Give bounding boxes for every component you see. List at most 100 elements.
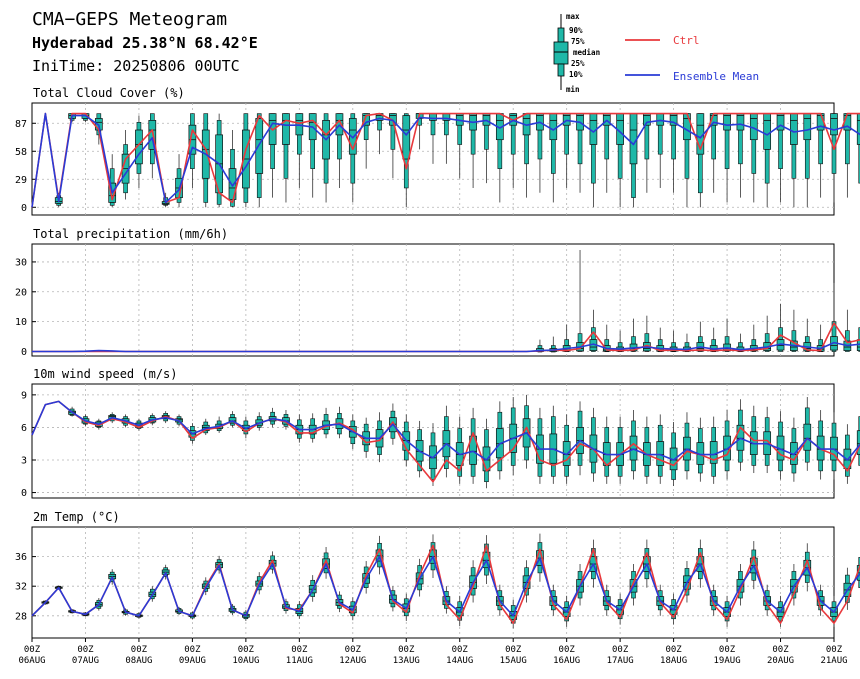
box-tail-lower <box>256 173 262 198</box>
box-tail-lower <box>591 571 596 580</box>
box-tail-upper <box>510 407 516 425</box>
box-tail-upper <box>564 424 569 442</box>
box-tail-lower <box>123 182 128 194</box>
mean-legend-label: Ensemble Mean <box>673 70 759 83</box>
box-tail-lower <box>243 187 249 203</box>
box-tail-lower <box>804 574 810 583</box>
box-iqr <box>402 115 411 160</box>
y-tick-label: 32 <box>15 582 27 593</box>
box-iqr <box>656 441 665 466</box>
box-tail-lower <box>818 459 823 472</box>
box-tail-upper <box>550 345 556 349</box>
x-tick-date: 12AUG <box>339 656 366 666</box>
box-tail-lower <box>858 350 860 352</box>
box-iqr <box>736 113 745 131</box>
box-tail-upper <box>858 327 860 340</box>
box-tail-lower <box>310 433 316 439</box>
box-tail-lower <box>484 124 489 150</box>
box-tail-lower <box>804 139 810 179</box>
x-tick-date: 07AUG <box>72 656 99 666</box>
x-tick-hour: 00Z <box>184 645 201 655</box>
box-tail-upper <box>778 601 783 608</box>
box-tail-lower <box>577 453 583 466</box>
box-tail-lower <box>831 134 837 174</box>
box-tail-upper <box>310 579 316 586</box>
y-tick-label: 36 <box>15 552 27 563</box>
box-tail-lower <box>631 591 636 599</box>
box-tail-lower <box>390 602 396 608</box>
y-tick-label: 87 <box>15 119 27 130</box>
box-iqr <box>830 113 838 136</box>
box-tail-upper <box>430 432 436 447</box>
box-tail-upper <box>323 113 329 121</box>
box-tail-lower <box>363 124 369 140</box>
cloud-panel: 0 29 58 87 <box>15 102 860 216</box>
x-tick-date: 19AUG <box>714 656 741 666</box>
box-tail-lower <box>537 129 543 160</box>
box-tail-lower <box>711 124 717 160</box>
x-tick-hour: 00Z <box>291 645 308 655</box>
box-tail-upper <box>671 599 676 606</box>
box-tail-lower <box>751 572 757 581</box>
box-tail-lower <box>564 465 569 477</box>
box-tail-upper <box>751 416 757 433</box>
box-tail-lower <box>604 124 610 160</box>
box-tail-lower <box>791 464 797 474</box>
box-tail-lower <box>644 124 650 160</box>
meteogram-title: CMA−GEPS Meteogram <box>32 9 227 30</box>
box-tail-upper <box>564 601 569 608</box>
box-iqr <box>469 435 477 465</box>
box-tail-upper <box>684 568 690 577</box>
box-tail-lower <box>764 454 770 466</box>
box-iqr <box>135 129 143 165</box>
box-iqr <box>723 113 731 131</box>
box-tail-lower <box>550 139 556 174</box>
box-tail-lower <box>818 129 823 165</box>
box-tail-lower <box>510 452 516 466</box>
precip-panel-title: Total precipitation (mm/6h) <box>33 227 228 241</box>
box-tail-upper <box>751 339 757 346</box>
box-tail-upper <box>457 601 463 608</box>
box-tail-upper <box>350 113 356 119</box>
box-tail-upper <box>671 432 676 449</box>
x-tick-hour: 00Z <box>559 645 576 655</box>
y-tick-label: 0 <box>21 203 27 214</box>
box-tail-upper <box>631 420 636 437</box>
box-tail-upper <box>350 420 356 427</box>
box-tail-upper <box>845 574 850 584</box>
box-tail-lower <box>136 163 142 174</box>
box-tail-lower <box>270 144 275 169</box>
x-tick-hour: 00Z <box>345 645 362 655</box>
location-label: Hyderabad 25.38°N 68.42°E <box>32 34 258 52</box>
box-tail-upper <box>778 327 783 340</box>
box-tail-lower <box>323 429 329 435</box>
x-tick-hour: 00Z <box>398 645 415 655</box>
x-tick-date: 11AUG <box>286 656 313 666</box>
box-tail-upper <box>323 552 329 560</box>
legend-p75-label: 75% <box>571 37 585 46</box>
temp-frame <box>31 526 835 639</box>
x-tick-hour: 00Z <box>612 645 629 655</box>
box-tail-lower <box>510 124 516 155</box>
y-tick-label: 3 <box>21 456 27 467</box>
box-tail-lower <box>484 470 489 483</box>
box-tail-upper <box>216 120 222 136</box>
box-tail-upper <box>297 419 302 426</box>
x-tick-hour: 00Z <box>77 645 94 655</box>
box-tail-lower <box>845 129 850 165</box>
box-tail-lower <box>791 144 797 179</box>
box-tail-lower <box>430 562 436 571</box>
box-tail-lower <box>657 605 663 611</box>
box-tail-lower <box>751 454 757 466</box>
box-tail-upper <box>176 168 182 179</box>
box-tail-lower <box>390 124 396 150</box>
box-iqr <box>683 113 691 141</box>
box-iqr <box>856 113 860 145</box>
y-tick-label: 9 <box>21 390 27 401</box>
box-iqr <box>362 113 371 126</box>
box-tail-lower <box>537 462 543 477</box>
box-iqr <box>295 113 304 136</box>
box-tail-upper <box>724 420 730 437</box>
box-tail-lower <box>738 129 743 165</box>
x-tick-hour: 00Z <box>772 645 789 655</box>
